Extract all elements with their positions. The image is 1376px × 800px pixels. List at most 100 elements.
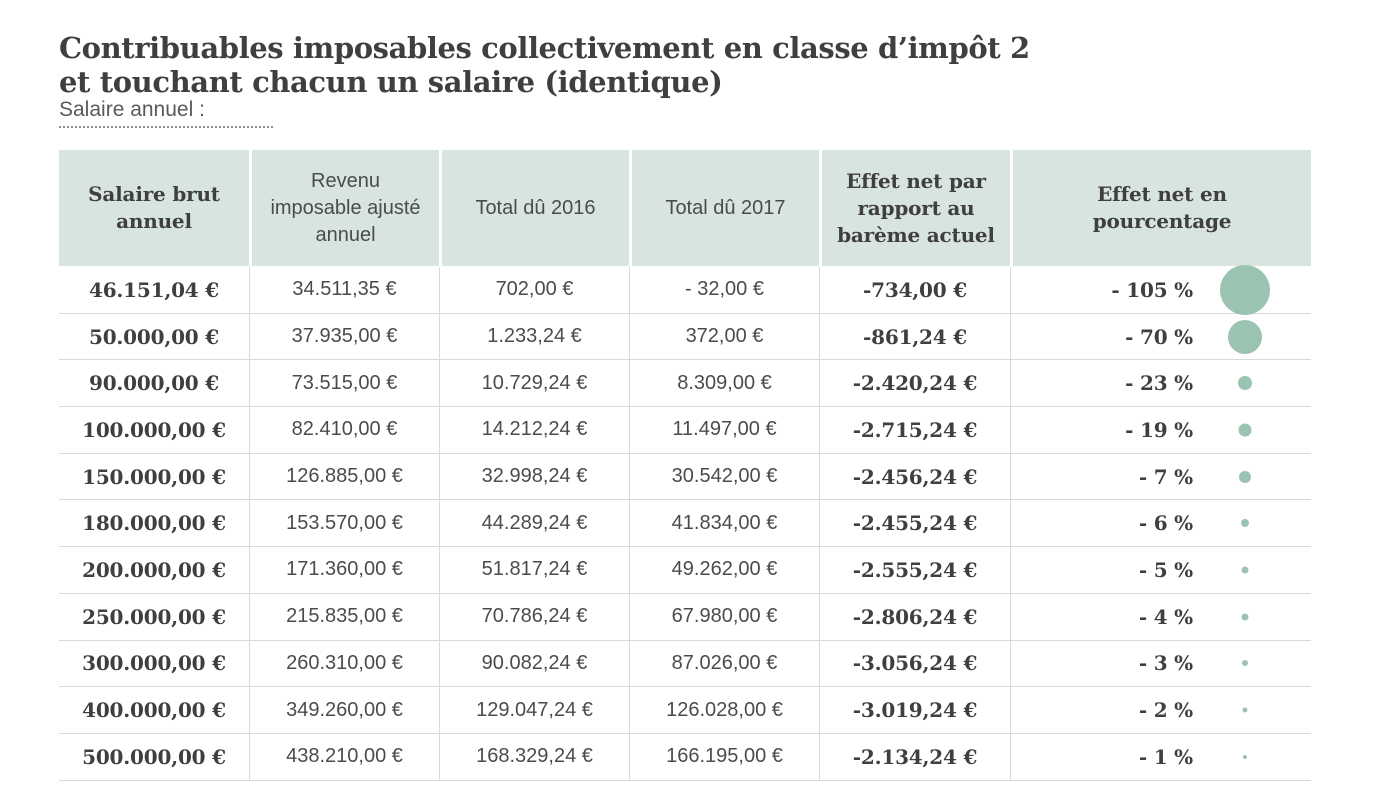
table-row: 200.000,00 € 171.360,00 €51.817,24 €49.26… <box>59 547 1311 594</box>
cell-du_2016: 32.998,24 € <box>439 453 629 500</box>
cell-salaire_brut: 400.000,00 € <box>82 698 226 723</box>
cell-revenu_imposable: 349.260,00 € <box>249 687 439 733</box>
cell-effet_pct: - 1 % <box>1010 733 1311 780</box>
cell-du_2016: 702,00 € <box>439 267 629 313</box>
cell-salaire_brut: 100.000,00 € <box>82 417 226 442</box>
cell-effet_pct: - 7 % <box>1010 453 1311 500</box>
cell-effet_net: -861,24 € <box>819 313 1010 360</box>
effect-bubble <box>1238 423 1252 437</box>
column-header-du_2017: Total dû 2017 <box>629 150 819 266</box>
effect-bubble <box>1238 376 1252 391</box>
effect-percent-value: - 70 % <box>1125 324 1193 349</box>
column-header-effet_net: Effet net par rapport au barème actuel <box>819 150 1010 266</box>
effect-bubble <box>1241 519 1249 528</box>
effect-bubble <box>1228 319 1262 354</box>
effect-bubble <box>1242 707 1248 713</box>
cell-effet_pct: - 5 % <box>1010 547 1311 593</box>
cell-revenu_imposable: 260.310,00 € <box>249 640 439 687</box>
cell-revenu_imposable: 82.410,00 € <box>249 407 439 453</box>
cell-effet_net: -2.456,24 € <box>819 453 1010 500</box>
cell-salaire_brut: 250.000,00 € <box>82 604 226 629</box>
cell-du_2016: 10.729,24 € <box>439 360 629 407</box>
column-header-effet_pct: Effet net en pourcentage <box>1010 150 1311 266</box>
cell-effet_net: -2.555,24 € <box>819 547 1010 593</box>
cell-salaire_brut: 180.000,00 € <box>82 511 226 536</box>
cell-salaire_brut: 300.000,00 € <box>82 651 226 676</box>
cell-du_2016: 1.233,24 € <box>439 313 629 360</box>
cell-du_2017: 41.834,00 € <box>629 500 819 547</box>
cell-salaire_brut: 90.000,00 € <box>88 371 220 396</box>
table-row: 180.000,00 € 153.570,00 €44.289,24 €41.83… <box>59 500 1311 548</box>
cell-effet_pct: - 105 % <box>1010 264 1311 315</box>
cell-effet_net: -3.019,24 € <box>819 687 1010 733</box>
tax-table: Salaire brut annuel Revenu imposable ajus… <box>59 150 1311 781</box>
effect-bubble <box>1241 566 1249 574</box>
cell-revenu_imposable: 171.360,00 € <box>249 547 439 593</box>
cell-du_2017: 11.497,00 € <box>629 407 819 453</box>
cell-revenu_imposable: 126.885,00 € <box>249 453 439 500</box>
cell-effet_net: -3.056,24 € <box>819 640 1010 687</box>
cell-du_2016: 51.817,24 € <box>439 547 629 593</box>
cell-du_2017: 126.028,00 € <box>629 687 819 733</box>
effect-percent-value: - 5 % <box>1138 557 1193 582</box>
dotted-underline <box>59 126 273 128</box>
cell-du_2017: 8.309,00 € <box>629 360 819 407</box>
cell-du_2016: 14.212,24 € <box>439 407 629 453</box>
cell-effet_pct: - 23 % <box>1010 360 1311 407</box>
cell-salaire_brut: 50.000,00 € <box>88 324 220 349</box>
table-row: 500.000,00 € 438.210,00 €168.329,24 €166.… <box>59 733 1311 781</box>
cell-effet_pct: - 2 % <box>1010 687 1311 733</box>
table-row: 250.000,00 € 215.835,00 €70.786,24 €67.98… <box>59 593 1311 641</box>
cell-effet_net: -2.806,24 € <box>819 593 1010 640</box>
cell-du_2017: 49.262,00 € <box>629 547 819 593</box>
effect-percent-value: - 7 % <box>1138 464 1193 489</box>
table-row: 46.151,04 €34.511,35 €702,00 € - 32,00 € -… <box>59 264 1311 315</box>
cell-salaire_brut: 150.000,00 € <box>82 464 226 489</box>
salary-annual-label: Salaire annuel : <box>59 98 205 121</box>
cell-du_2017: 30.542,00 € <box>629 453 819 500</box>
effect-bubble <box>1241 613 1249 621</box>
cell-du_2016: 168.329,24 € <box>439 733 629 780</box>
cell-salaire_brut: 500.000,00 € <box>82 744 226 769</box>
table-row: 400.000,00 € 349.260,00 €129.047,24 €126.… <box>59 687 1311 734</box>
table-row: 90.000,00 € 73.515,00 €10.729,24 €8.309,0… <box>59 360 1311 408</box>
cell-effet_net: -2.455,24 € <box>819 500 1010 547</box>
effect-percent-value: - 2 % <box>1138 698 1193 723</box>
table-row: 300.000,00 € 260.310,00 €90.082,24 €87.02… <box>59 640 1311 688</box>
cell-effet_net: -2.715,24 € <box>819 407 1010 453</box>
cell-revenu_imposable: 153.570,00 € <box>249 500 439 547</box>
cell-revenu_imposable: 215.835,00 € <box>249 593 439 640</box>
cell-salaire_brut: 46.151,04 € <box>88 277 220 302</box>
cell-du_2017: 87.026,00 € <box>629 640 819 687</box>
cell-du_2017: 67.980,00 € <box>629 593 819 640</box>
effect-percent-value: - 105 % <box>1111 277 1193 302</box>
cell-salaire_brut: 200.000,00 € <box>82 557 226 582</box>
table-header-row: Salaire brut annuel Revenu imposable ajus… <box>59 150 1311 266</box>
cell-effet_pct: - 4 % <box>1010 593 1311 640</box>
cell-du_2017: 166.195,00 € <box>629 733 819 780</box>
effect-bubble <box>1242 660 1248 667</box>
cell-revenu_imposable: 34.511,35 € <box>249 267 439 313</box>
cell-du_2017: 372,00 € <box>629 313 819 360</box>
cell-revenu_imposable: 37.935,00 € <box>249 313 439 360</box>
effect-bubble <box>1243 754 1247 759</box>
cell-revenu_imposable: 73.515,00 € <box>249 360 439 407</box>
cell-du_2016: 129.047,24 € <box>439 687 629 733</box>
cell-du_2016: 44.289,24 € <box>439 500 629 547</box>
page-title-line2: et touchant chacun un salaire (identique… <box>59 65 723 100</box>
column-header-du_2016: Total dû 2016 <box>439 150 629 266</box>
page-title-line1: Contribuables imposables collectivement … <box>59 31 1030 66</box>
effect-percent-value: - 3 % <box>1138 651 1193 676</box>
cell-effet_net: -2.420,24 € <box>819 360 1010 407</box>
cell-effet_pct: - 3 % <box>1010 640 1311 687</box>
effect-percent-value: - 1 % <box>1138 744 1193 769</box>
cell-effet_net: -2.134,24 € <box>819 733 1010 780</box>
table-row: 100.000,00 € 82.410,00 €14.212,24 €11.497… <box>59 407 1311 454</box>
table-row: 50.000,00 € 37.935,00 €1.233,24 €372,00 €… <box>59 313 1311 361</box>
column-header-salaire_brut: Salaire brut annuel <box>59 150 249 266</box>
table-row: 150.000,00 € 126.885,00 €32.998,24 €30.54… <box>59 453 1311 501</box>
effect-percent-value: - 23 % <box>1125 371 1193 396</box>
effect-bubble <box>1220 264 1270 315</box>
cell-du_2016: 90.082,24 € <box>439 640 629 687</box>
